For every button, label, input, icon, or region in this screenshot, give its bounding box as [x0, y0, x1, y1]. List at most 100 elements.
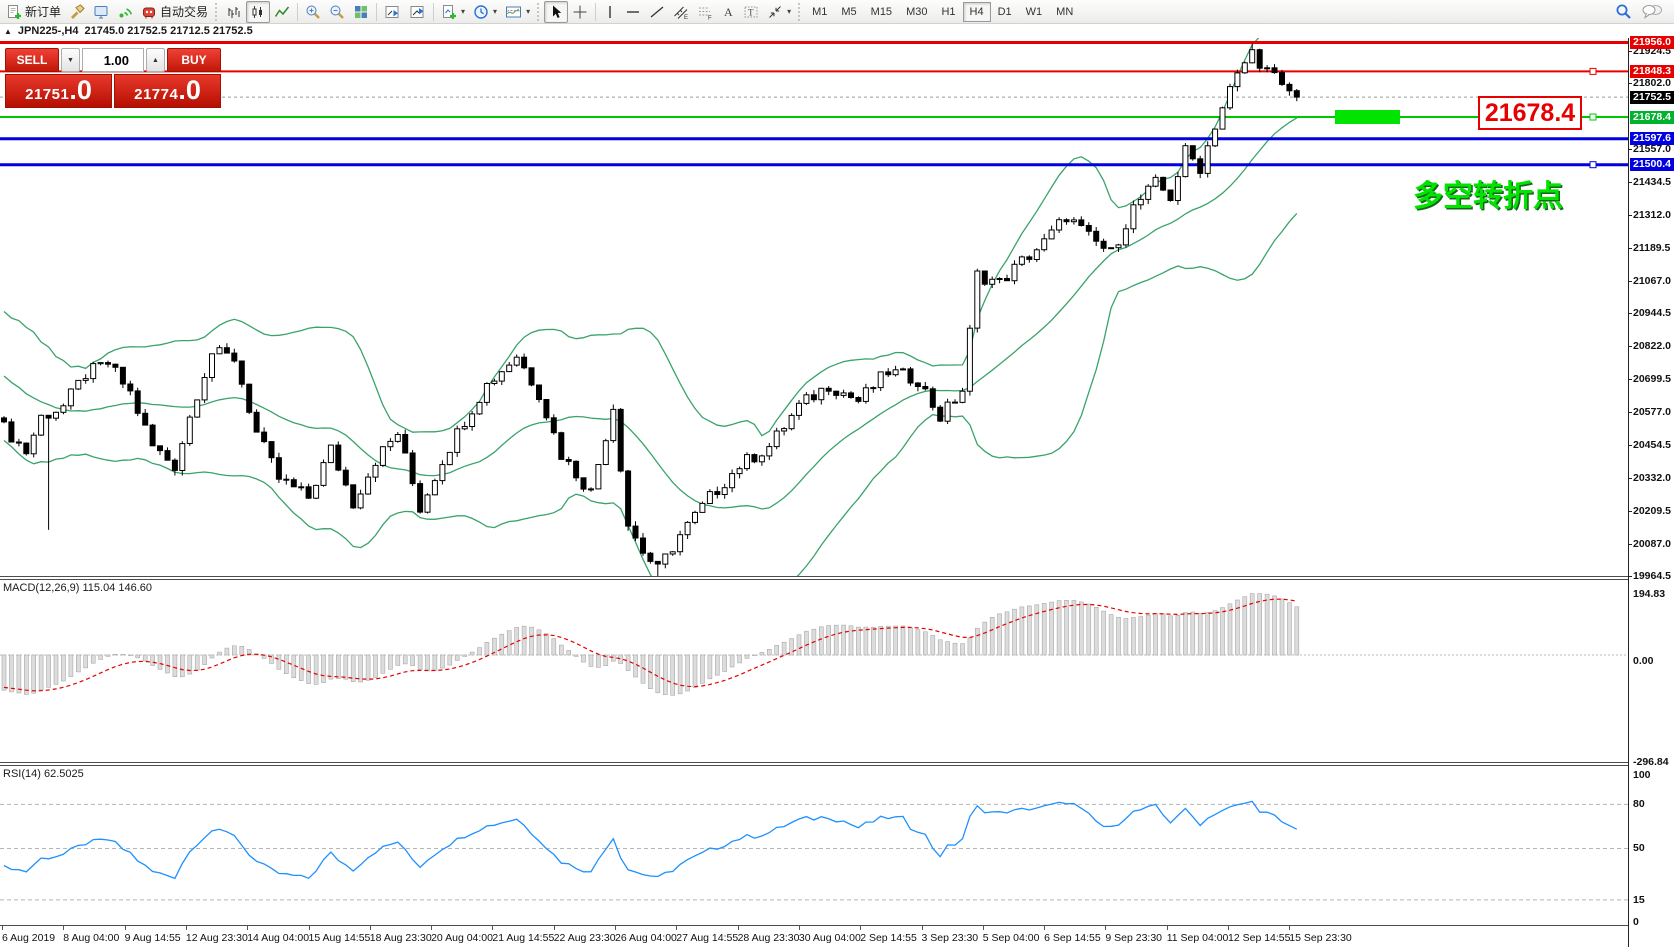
- timeframe-button-W1[interactable]: W1: [1025, 5, 1043, 18]
- zoom-in-icon: [306, 5, 320, 19]
- price-tick-label: 21802.0: [1629, 77, 1671, 90]
- sell-button[interactable]: SELL: [5, 48, 59, 72]
- sell-price-frac: .0: [69, 75, 92, 105]
- chart-step-forward-button[interactable]: [405, 1, 430, 23]
- template-picture-button[interactable]: ▾: [501, 1, 534, 23]
- new-chart-icon: [443, 4, 457, 19]
- price-axis[interactable]: 21924.5 21802.0 21557.0 21434.5 21312.0 21189…: [1628, 36, 1674, 947]
- rsi-axis-label: 50: [1633, 842, 1645, 854]
- timeframe-button-M1[interactable]: M1: [812, 5, 828, 18]
- rsi-axis-label: 15: [1633, 894, 1645, 906]
- price-line-badge: 21752.5: [1630, 90, 1674, 104]
- chart-step-forward-icon: [410, 5, 424, 18]
- cursor-icon: [553, 5, 562, 18]
- zoom-in-button[interactable]: [301, 1, 325, 23]
- fibonacci-button[interactable]: F: [693, 1, 717, 23]
- text-label-button[interactable]: T: [739, 1, 763, 23]
- signal-button[interactable]: [113, 1, 137, 23]
- timeframe-button-H4[interactable]: H4: [962, 1, 991, 22]
- crosshair-button[interactable]: [568, 1, 592, 23]
- toolbar-drag-handle[interactable]: [798, 2, 802, 21]
- vertical-line-button[interactable]: [599, 1, 621, 23]
- chart-step-back-button[interactable]: [380, 1, 405, 23]
- trendline-button[interactable]: [645, 1, 669, 23]
- period-clock-button[interactable]: ▾: [469, 1, 501, 23]
- new-order-label: 新订单: [25, 5, 62, 19]
- timeframe-button-M15[interactable]: M15: [870, 5, 893, 18]
- tile-windows-button[interactable]: [349, 1, 373, 23]
- price-tick-label: 20944.5: [1629, 307, 1671, 320]
- volume-increase-button[interactable]: ▲: [146, 48, 165, 72]
- bar-chart-button[interactable]: [222, 1, 246, 23]
- cursor-button[interactable]: [544, 0, 569, 23]
- timeframe-button-D1[interactable]: D1: [997, 5, 1012, 18]
- toolbar-drag-handle[interactable]: [215, 2, 219, 21]
- price-tick-label: 20209.5: [1629, 504, 1671, 517]
- dropdown-caret: ▾: [787, 7, 792, 16]
- timeframe-button-H1[interactable]: H1: [941, 5, 956, 18]
- crosshair-icon: [573, 5, 587, 18]
- timeframe-button-M5[interactable]: M5: [841, 5, 857, 18]
- time-axis[interactable]: 6 Aug 2019 8 Aug 04:00 9 Aug 14:55 12 Aug 2…: [0, 925, 1628, 947]
- arrows-button[interactable]: ▾: [763, 1, 795, 23]
- main-chart-pane[interactable]: SELL ▼ 1.00 ▲ BUY 21751 .0 21774 .0 2167…: [0, 38, 1628, 576]
- toolbar-drag-handle[interactable]: [537, 2, 541, 21]
- pane-splitter[interactable]: [0, 576, 1674, 580]
- macd-pane[interactable]: MACD(12,26,9) 115.04 146.60: [0, 580, 1628, 762]
- chinese-annotation[interactable]: 多空转折点: [1413, 180, 1563, 213]
- new-order-button[interactable]: 新订单: [2, 1, 65, 23]
- buy-price-frac: .0: [178, 75, 201, 105]
- hammer-button[interactable]: [65, 1, 89, 23]
- timeframe-button-MN[interactable]: MN: [1056, 5, 1074, 18]
- collapse-triangle-icon[interactable]: ▲: [4, 26, 12, 36]
- macd-label: MACD(12,26,9) 115.04 146.60: [3, 582, 152, 594]
- time-axis-label: 21 Aug 14:55: [492, 926, 555, 944]
- time-axis-label: 28 Aug 23:30: [737, 926, 800, 944]
- volume-decrease-button[interactable]: ▼: [61, 48, 80, 72]
- rsi-pane[interactable]: RSI(14) 62.5025: [0, 766, 1628, 925]
- time-axis-label: 3 Sep 23:30: [921, 926, 979, 944]
- price-tick-label: 20454.5: [1629, 438, 1671, 451]
- line-chart-button[interactable]: [270, 1, 294, 23]
- symbol-bar: ▲ JPN225-,H4 21745.0 21752.5 21712.5 217…: [0, 24, 1674, 38]
- time-axis-label: 6 Sep 14:55: [1044, 926, 1101, 944]
- time-axis-label: 9 Aug 14:55: [124, 926, 181, 944]
- time-axis-label: 6 Aug 2019: [2, 926, 56, 944]
- profiles-icon: [94, 5, 108, 18]
- price-callout-box[interactable]: 21678.4: [1478, 96, 1582, 130]
- equidistant-channel-button[interactable]: E: [669, 1, 693, 23]
- candlestick-chart: [0, 38, 1628, 576]
- template-picture-icon: [506, 6, 522, 17]
- candlestick-chart-button[interactable]: [246, 0, 271, 23]
- horizontal-line-button[interactable]: [621, 1, 645, 23]
- buy-button[interactable]: BUY: [167, 48, 221, 72]
- price-tick-label: 20699.5: [1629, 373, 1671, 386]
- buy-price-button[interactable]: 21774 .0: [114, 74, 221, 108]
- volume-input[interactable]: 1.00: [82, 48, 144, 72]
- price-tick-label: 19964.5: [1629, 570, 1671, 583]
- pane-splitter[interactable]: [0, 762, 1674, 766]
- time-axis-label: 11 Sep 04:00: [1166, 926, 1229, 944]
- sell-price-button[interactable]: 21751 .0: [5, 74, 112, 108]
- time-axis-label: 20 Aug 04:00: [431, 926, 493, 944]
- search-icon[interactable]: [1615, 3, 1632, 20]
- text-button[interactable]: A: [717, 1, 739, 23]
- text-label-icon: T: [744, 6, 758, 17]
- text-icon: A: [724, 5, 733, 19]
- profiles-button[interactable]: [89, 1, 113, 23]
- bar-chart-icon: [228, 6, 240, 18]
- time-axis-label: 15 Sep 23:30: [1289, 926, 1352, 944]
- vertical-line-icon: [609, 5, 611, 18]
- auto-trading-button[interactable]: 自动交易: [137, 1, 212, 23]
- rsi-axis-label: 0: [1633, 916, 1639, 928]
- svg-text:F: F: [708, 15, 712, 20]
- zoom-out-button[interactable]: [325, 1, 349, 23]
- buy-price-main: 21774: [134, 86, 179, 103]
- svg-text:T: T: [748, 7, 754, 17]
- time-axis-label: 30 Aug 04:00: [798, 926, 861, 944]
- new-chart-button[interactable]: ▾: [437, 1, 469, 23]
- timeframe-button-M30[interactable]: M30: [906, 5, 928, 18]
- chat-icon[interactable]: [1642, 3, 1664, 20]
- timeframe-bar: M1 M5 M15 M30 H1 H4 D1 W1 MN: [805, 1, 1080, 22]
- dropdown-caret: ▾: [461, 7, 466, 16]
